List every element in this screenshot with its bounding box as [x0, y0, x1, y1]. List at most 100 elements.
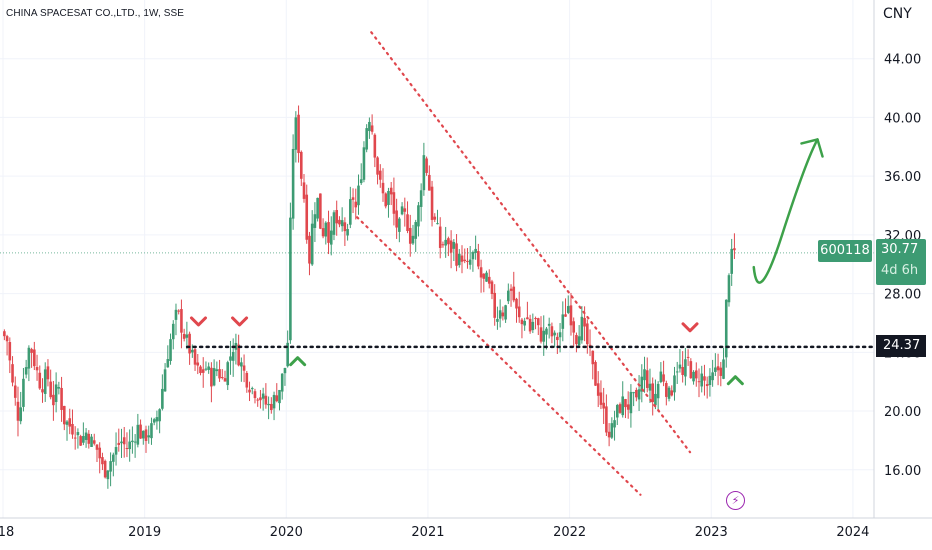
- candle: [536, 317, 540, 336]
- candle: [245, 370, 249, 393]
- candle: [501, 306, 505, 321]
- candle: [444, 226, 447, 258]
- candle: [261, 387, 265, 411]
- y-tick-label: 28.00: [884, 288, 921, 303]
- candle: [730, 238, 733, 286]
- candle: [547, 317, 551, 339]
- candle: [272, 391, 276, 421]
- currency-label[interactable]: CNY: [883, 6, 912, 22]
- candle: [139, 419, 142, 439]
- candle: [493, 284, 496, 326]
- candle: [722, 347, 725, 380]
- candle: [106, 470, 110, 489]
- support-mark: [289, 356, 307, 367]
- candle: [270, 397, 273, 414]
- candle: [575, 332, 578, 353]
- candle: [196, 353, 200, 375]
- candle: [87, 430, 91, 449]
- candle: [387, 187, 390, 218]
- support-level-value: 24.37: [883, 338, 921, 353]
- candle: [84, 428, 88, 448]
- candle: [648, 368, 652, 403]
- candle: [131, 426, 134, 454]
- candle: [161, 374, 164, 411]
- candle: [637, 375, 641, 411]
- candle: [41, 378, 44, 403]
- candle: [49, 369, 52, 400]
- projection-arrow: [752, 138, 819, 284]
- candle: [430, 180, 434, 227]
- projection-arrow-head: [800, 138, 824, 158]
- candle: [229, 340, 232, 375]
- candle: [700, 365, 704, 393]
- candle: [310, 210, 314, 266]
- candle: [599, 380, 603, 410]
- candle: [46, 359, 50, 387]
- candle: [441, 241, 445, 248]
- candle: [400, 202, 404, 216]
- y-tick-label: 44.00: [884, 53, 921, 68]
- candle: [392, 177, 396, 226]
- candle: [670, 385, 674, 397]
- candle: [250, 386, 254, 395]
- candle: [286, 330, 289, 368]
- candle: [242, 354, 246, 383]
- candle: [482, 273, 486, 293]
- candle: [335, 200, 339, 236]
- candle: [406, 201, 409, 234]
- candle: [283, 367, 287, 386]
- candle: [30, 347, 33, 368]
- candle: [299, 150, 303, 187]
- candle: [313, 202, 317, 242]
- last-price-badge: 30.77 4d 6h: [876, 239, 926, 285]
- candle: [368, 117, 371, 139]
- x-tick-label: 2020: [270, 525, 303, 540]
- x-tick-label: 2019: [128, 525, 161, 540]
- candle: [354, 188, 358, 220]
- candle: [158, 408, 161, 434]
- candle: [147, 425, 151, 444]
- y-tick-label: 40.00: [884, 111, 921, 126]
- candle: [163, 363, 167, 392]
- candle: [319, 193, 322, 230]
- candle: [569, 292, 573, 336]
- candle: [365, 124, 368, 153]
- x-tick-label: 2022: [553, 525, 586, 540]
- candle: [626, 391, 630, 419]
- candle: [112, 452, 115, 477]
- candle: [605, 394, 608, 436]
- candle: [656, 381, 660, 412]
- candle: [210, 362, 213, 403]
- candle: [596, 371, 600, 408]
- candle: [711, 359, 714, 387]
- candle: [692, 370, 695, 385]
- candle: [449, 230, 453, 269]
- x-tick-label: 2023: [695, 525, 728, 540]
- candle: [35, 354, 39, 381]
- candle: [643, 356, 646, 393]
- lightning-bolt-icon[interactable]: ⚡: [726, 491, 745, 510]
- candle: [278, 389, 281, 411]
- candle: [338, 216, 341, 228]
- candle: [95, 444, 99, 463]
- candle: [607, 423, 611, 447]
- candle: [615, 403, 619, 426]
- y-tick-label: 36.00: [884, 170, 921, 185]
- candle: [474, 235, 477, 260]
- candle: [610, 417, 614, 440]
- candle: [411, 224, 415, 245]
- candle: [117, 428, 121, 452]
- y-tick-label: 20.00: [884, 405, 921, 420]
- candle: [373, 133, 377, 168]
- candle: [487, 269, 491, 289]
- candle: [665, 380, 668, 406]
- candle: [13, 376, 17, 406]
- candle: [27, 345, 31, 382]
- candle: [223, 370, 227, 382]
- candle: [155, 410, 159, 430]
- candle: [496, 306, 499, 330]
- candle: [436, 209, 439, 225]
- candle: [346, 223, 349, 241]
- candle: [321, 218, 325, 239]
- candle: [297, 105, 300, 163]
